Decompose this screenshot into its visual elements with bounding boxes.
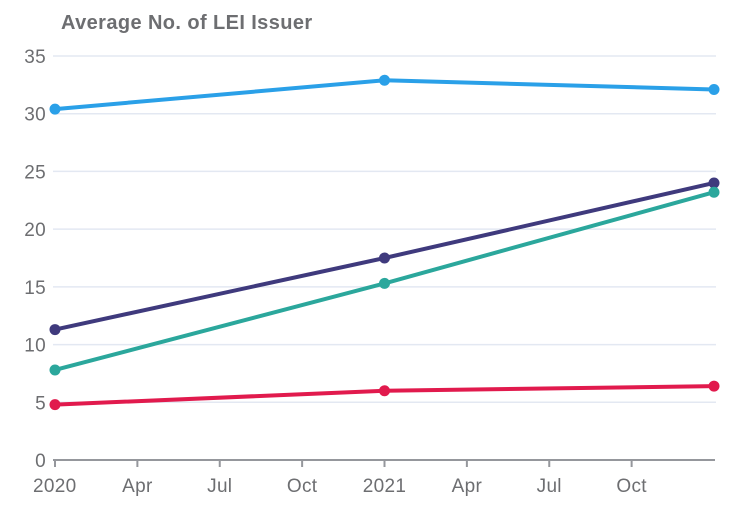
x-tick-label-Oct-3: Oct [287, 476, 318, 497]
x-tick-label-2020-0: 2020 [33, 476, 76, 497]
indigo-line-point-2 [708, 177, 720, 189]
chart-title: Average No. of LEI Issuer [61, 12, 313, 34]
x-tick-label-2021-4: 2021 [363, 476, 406, 497]
y-tick-label-0: 0 [35, 451, 46, 472]
light-blue-line-point-1 [379, 74, 390, 86]
teal-line-point-1 [379, 277, 390, 289]
crimson-line-point-1 [379, 385, 390, 397]
x-tick-label-Apr-1: Apr [122, 476, 153, 497]
indigo-line-point-0 [49, 324, 61, 336]
y-tick-label-35: 35 [24, 47, 46, 68]
x-tick-label-Apr-5: Apr [452, 476, 483, 497]
teal-line-point-2 [708, 186, 720, 198]
teal-line-point-0 [49, 364, 61, 376]
crimson-line-point-0 [49, 399, 61, 411]
x-tick-label-Jul-6: Jul [537, 476, 562, 497]
y-tick-label-25: 25 [24, 162, 46, 183]
indigo-line-point-1 [379, 252, 390, 264]
x-tick-label-Jul-2: Jul [207, 476, 232, 497]
y-tick-label-20: 20 [24, 220, 46, 241]
light-blue-line-point-0 [49, 103, 61, 115]
y-tick-label-5: 5 [35, 393, 46, 414]
light-blue-line-point-2 [708, 83, 720, 95]
y-tick-label-15: 15 [24, 278, 46, 299]
crimson-line-point-2 [708, 380, 720, 392]
y-tick-label-10: 10 [24, 336, 46, 357]
x-tick-label-Oct-7: Oct [616, 476, 647, 497]
y-tick-label-30: 30 [24, 105, 46, 126]
